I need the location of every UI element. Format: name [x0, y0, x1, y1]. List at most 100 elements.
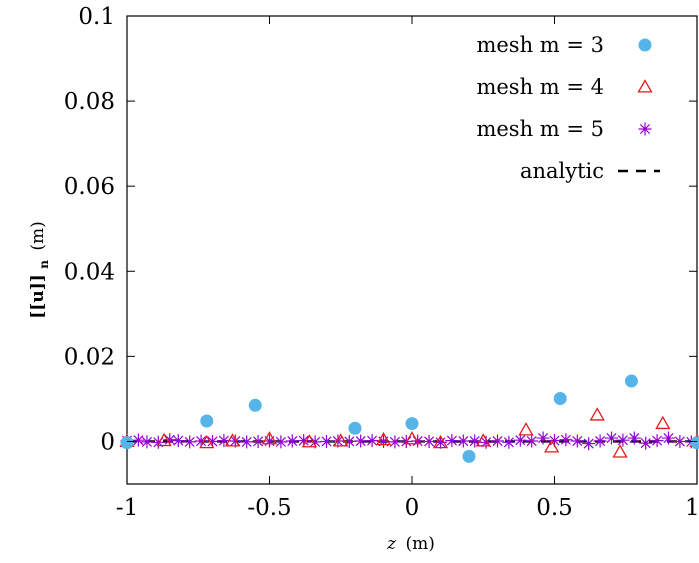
mesh-3-point — [405, 417, 419, 431]
legend-mesh-5-swatch — [638, 122, 652, 136]
mesh-3-point — [462, 449, 476, 463]
legend-mesh-3-swatch — [638, 38, 652, 52]
mesh-5-point — [377, 434, 390, 448]
mesh-5-point — [411, 434, 425, 448]
mesh-3-point — [624, 374, 638, 388]
y-axis-unit: (m) — [28, 221, 48, 250]
mesh-5-point — [163, 433, 177, 447]
mesh-5-point — [662, 431, 675, 445]
plot-frame — [126, 15, 698, 485]
mesh-3-point — [248, 398, 262, 412]
x-tick-label: 0.5 — [536, 495, 573, 521]
mesh-5-point — [468, 434, 482, 448]
mesh-5-point — [140, 435, 154, 449]
mesh-5-point — [570, 434, 584, 448]
mesh-4-point — [301, 434, 318, 448]
legend-label: mesh m = 5 — [476, 117, 604, 141]
legend-label: mesh m = 4 — [476, 75, 604, 99]
axis-ticks: -1 -0.5 0 0.5 1 0 0.02 0.04 0.06 0.08 0.1 — [64, 4, 699, 521]
y-axis-label: [[u]] n (m) — [28, 221, 53, 318]
mesh-5-point — [639, 436, 653, 450]
mesh-5-point — [627, 431, 641, 445]
mesh-5-point — [548, 434, 561, 448]
mesh-5-point — [445, 434, 459, 448]
mesh-5-point — [217, 434, 231, 448]
mesh-5-point — [525, 434, 539, 448]
mesh-5-point — [502, 435, 516, 449]
mesh-5-point — [434, 435, 447, 449]
mesh-5-point — [605, 431, 618, 445]
x-axis-var: z — [386, 534, 397, 554]
mesh-4-point — [333, 433, 349, 447]
y-tick-label: 0 — [100, 429, 115, 455]
mesh-3-point — [120, 436, 134, 450]
mesh-3-point — [690, 436, 699, 450]
y-tick-label: 0.02 — [64, 344, 115, 370]
mesh-4-point — [612, 444, 628, 458]
mesh-5-point — [228, 434, 242, 448]
mesh-4-point — [375, 431, 392, 446]
mesh-5-point — [240, 435, 254, 449]
mesh-5-point — [388, 435, 402, 449]
legend-label: analytic — [520, 159, 604, 183]
legend: mesh m = 3 mesh m = 4 mesh m = 5 analytic — [476, 33, 660, 183]
mesh-5-point — [151, 435, 165, 449]
mesh-5-point — [297, 434, 311, 448]
mesh-5-point — [422, 434, 436, 448]
mesh-4-point — [156, 432, 172, 447]
mesh-4-point — [655, 415, 671, 430]
legend-mesh-4-swatch — [637, 79, 653, 93]
y-tick-label: 0.04 — [64, 259, 115, 285]
mesh-5-point — [251, 434, 265, 448]
mesh-5-point — [673, 434, 687, 448]
mesh-4-point — [404, 431, 420, 445]
data-marks — [119, 374, 699, 463]
mesh-5-point — [285, 434, 299, 448]
mesh-5-point — [650, 434, 664, 448]
mesh-5-point — [616, 433, 630, 447]
mesh-3-point — [348, 421, 362, 435]
x-tick-label: 1 — [685, 495, 699, 521]
mesh-5-point — [559, 433, 573, 447]
mesh-4-point — [432, 434, 449, 449]
mesh-4-point — [199, 434, 215, 449]
mesh-3-point — [553, 391, 567, 405]
mesh-5-point — [342, 434, 356, 448]
mesh-5-point — [536, 431, 550, 445]
mesh-5-point — [320, 434, 333, 448]
mesh-5-point — [194, 434, 208, 448]
mesh-4-point — [224, 433, 241, 447]
mesh-4-point — [589, 407, 605, 421]
plot-border — [126, 15, 698, 485]
mesh-5-point — [593, 434, 607, 448]
mesh-4-point — [518, 422, 534, 436]
mesh-4-point — [475, 433, 491, 447]
mesh-4-point — [261, 431, 278, 445]
legend-label: mesh m = 3 — [476, 33, 604, 57]
mesh-5-point — [479, 435, 493, 449]
y-tick-label: 0.08 — [64, 89, 115, 115]
y-axis-sub: n — [37, 260, 51, 269]
y-axis-main: [[u]] — [28, 274, 48, 319]
mesh-5-point — [331, 434, 345, 448]
mesh-5-point — [456, 434, 470, 448]
mesh-5-point — [131, 433, 145, 447]
mesh-5-point — [183, 435, 197, 449]
x-tick-label: 0 — [405, 495, 420, 521]
mesh-5-point — [354, 434, 368, 448]
mesh-4-point — [544, 439, 560, 453]
x-axis-label: z (m) — [386, 534, 435, 554]
x-tick-label: -1 — [116, 495, 138, 521]
mesh-5-point — [582, 437, 596, 451]
mesh-5-point — [513, 433, 527, 447]
mesh-5-point — [206, 434, 219, 448]
mesh-5-point — [491, 434, 504, 448]
y-tick-label: 0.06 — [64, 174, 115, 200]
mesh-5-point — [171, 434, 185, 448]
mesh-5-point — [308, 435, 322, 449]
mesh-5-point — [274, 435, 288, 449]
mesh-5-point — [365, 434, 379, 448]
x-axis-unit: (m) — [405, 534, 434, 554]
y-tick-label: 0.1 — [78, 4, 115, 30]
